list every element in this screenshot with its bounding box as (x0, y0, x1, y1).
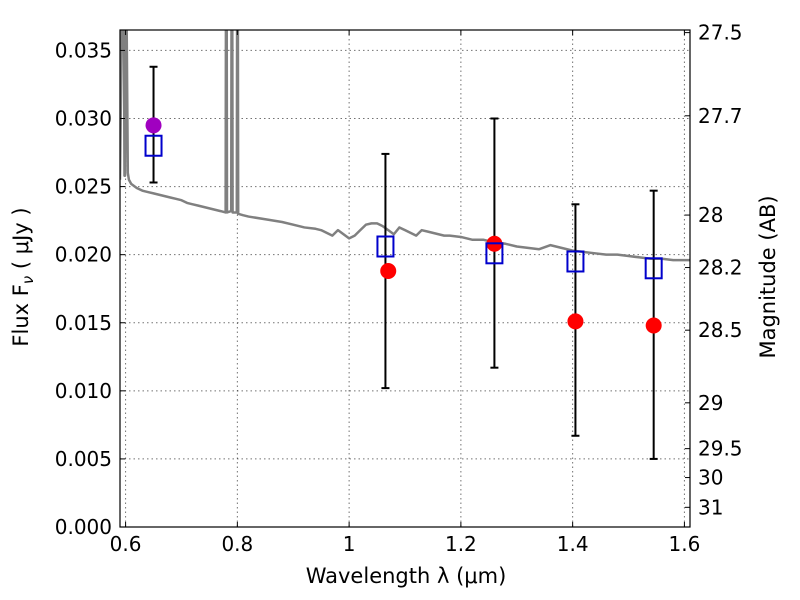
right-tick-label: 27.7 (698, 104, 743, 128)
y-tick-label: 0.000 (55, 515, 112, 539)
right-tick-label: 31 (698, 495, 723, 519)
right-tick-label: 28 (698, 203, 723, 227)
spectrum-layer (120, 30, 690, 262)
y-axis-label-main: Flux F (9, 284, 33, 346)
y-tick-label: 0.020 (55, 243, 112, 267)
y-axis-label: Flux Fν ( μJy ) (9, 207, 37, 346)
y-tick-label: 0.035 (55, 38, 112, 62)
grid-layer (120, 30, 690, 528)
x-tick-label: 0.6 (110, 532, 142, 556)
y-tick-label: 0.030 (55, 107, 112, 131)
right-tick-label: 28.5 (698, 318, 743, 342)
data-point (145, 117, 162, 134)
x-tick-label: 0.8 (221, 532, 253, 556)
data-point (567, 313, 584, 330)
model-square (644, 257, 663, 280)
y-axis-label-unit: ( μJy ) (9, 207, 33, 275)
y-tick-label: 0.005 (55, 447, 112, 471)
y-tick-label: 0.025 (55, 175, 112, 199)
model-square (376, 235, 395, 258)
y-tick-label: 0.015 (55, 311, 112, 335)
x-tick-label: 1.6 (669, 532, 701, 556)
right-tick-label: 28.2 (698, 256, 743, 280)
right-tick-label: 27.5 (698, 21, 743, 45)
right-tick-label: 29.5 (698, 437, 743, 461)
data-point (380, 263, 397, 280)
x-axis-label: Wavelength λ (μm) (306, 564, 507, 588)
y-tick-label: 0.010 (55, 379, 112, 403)
right-tick-label: 30 (698, 466, 723, 490)
x-tick-label: 1.4 (557, 532, 589, 556)
model-square (566, 250, 585, 273)
tick-layer: 0.6 0.8 1 1.2 1.4 1.6 0.000 0.005 0.010 0.015 0.02… (55, 21, 743, 556)
plot-frame (119, 29, 691, 528)
point-layer (144, 117, 663, 334)
spectrum-line (120, 30, 690, 262)
x-tick-label: 1.2 (445, 532, 477, 556)
model-square (485, 242, 504, 265)
model-square (144, 134, 163, 157)
x-tick-label: 1 (343, 532, 356, 556)
right-tick-label: 29 (698, 391, 723, 415)
data-point (645, 317, 662, 334)
right-axis-label: Magnitude (AB) (756, 195, 780, 358)
y-axis-label-subscript: ν (19, 276, 37, 284)
